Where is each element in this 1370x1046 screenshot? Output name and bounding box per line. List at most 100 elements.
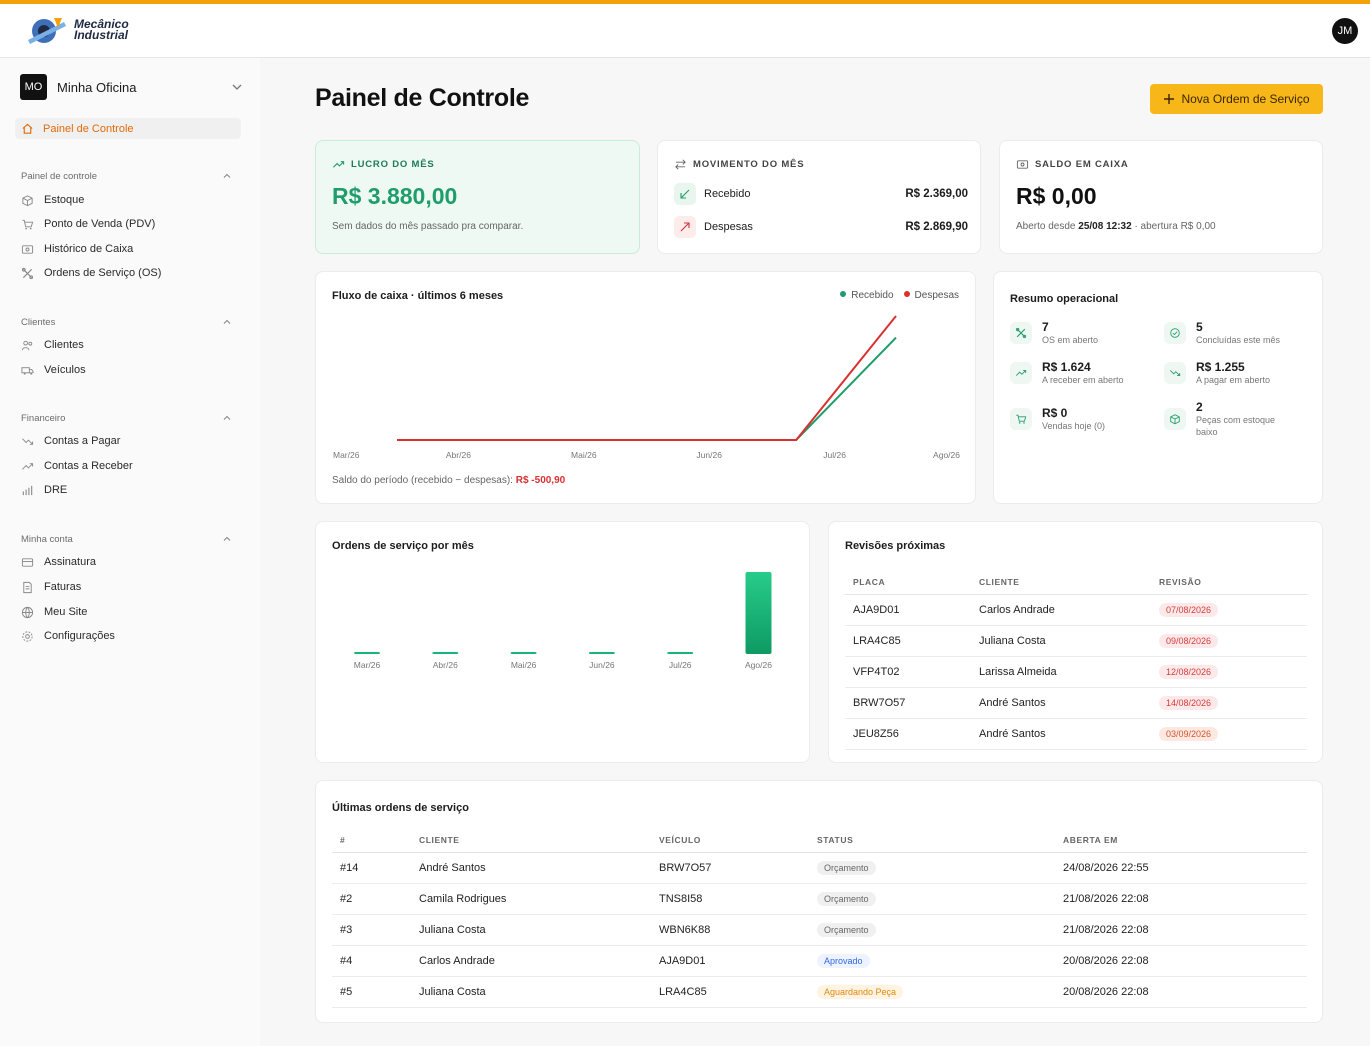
cart-icon	[22, 219, 34, 230]
saldo-note-date: 25/08 12:32	[1078, 221, 1132, 232]
new-os-button[interactable]: Nova Ordem de Serviço	[1150, 84, 1323, 114]
credit-card-icon	[21, 557, 34, 567]
sidebar-item-faturas[interactable]: Faturas	[21, 578, 81, 596]
sidebar-item-veiculos[interactable]: Veículos	[21, 361, 86, 379]
cliente-cell: Juliana Costa	[971, 625, 1151, 657]
revisao-date-badge: 12/08/2026	[1159, 664, 1219, 679]
table-row[interactable]: LRA4C85 Juliana Costa 09/08/2026	[845, 625, 1307, 657]
trend-up-icon	[1010, 362, 1032, 384]
veiculo-cell: LRA4C85	[651, 976, 809, 1008]
sidebar-group-financeiro[interactable]: Financeiro	[21, 413, 233, 424]
sidebar-item-label: Meu Site	[44, 606, 88, 618]
fluxo-line-chart: Mar/26 Abr/26 Mai/26 Jun/26 Jul/26 Ago/26	[333, 315, 960, 460]
fluxo-card: Fluxo de caixa · últimos 6 meses Recebid…	[315, 271, 976, 504]
cliente-cell: André Santos	[411, 852, 651, 884]
col-revisao: REVISÃO	[1151, 570, 1307, 595]
resumo-title: Resumo operacional	[1010, 293, 1119, 305]
trend-up-icon	[22, 462, 34, 470]
sidebar-group-minha-conta[interactable]: Minha conta	[21, 534, 233, 545]
org-switcher[interactable]: MO Minha Oficina	[20, 74, 246, 100]
placa-cell: BRW7O57	[845, 687, 971, 719]
legend-recebido-label: Recebido	[851, 290, 894, 301]
resumo-label: Peças com estoque baixo	[1196, 415, 1276, 437]
user-avatar[interactable]: JM	[1332, 18, 1358, 44]
revisoes-card: Revisões próximas PLACA CLIENTE REVISÃO …	[828, 521, 1323, 763]
gear-icon	[22, 630, 33, 642]
table-row[interactable]: #2 Camila Rodrigues TNS8I58 Orçamento 21/08/…	[332, 883, 1307, 915]
sidebar-item-assinatura[interactable]: Assinatura	[21, 553, 96, 571]
movimento-recebido-row: Recebido R$ 2.369,00	[674, 183, 968, 205]
sidebar-item-label: Estoque	[44, 194, 85, 206]
check-circle-icon	[1164, 322, 1186, 344]
arrow-down-left-icon	[674, 183, 696, 205]
placa-cell: LRA4C85	[845, 625, 971, 657]
sidebar-item-label: Configurações	[44, 630, 115, 642]
cliente-cell: André Santos	[971, 687, 1151, 719]
table-row[interactable]: JEU8Z56 André Santos 03/09/2026	[845, 718, 1307, 750]
status-cell: Aprovado	[809, 945, 1055, 977]
table-row[interactable]: BRW7O57 André Santos 14/08/2026	[845, 687, 1307, 719]
lucro-kicker: LUCRO DO MÊS	[332, 158, 435, 171]
x-tick-label: Abr/26	[446, 450, 471, 460]
revisao-cell: 03/09/2026	[1151, 718, 1307, 750]
col-status: STATUS	[809, 828, 1055, 853]
table-row[interactable]: #3 Juliana Costa WBN6K88 Orçamento 21/08/202…	[332, 914, 1307, 946]
status-badge: Aprovado	[817, 953, 870, 968]
sidebar-item-historico-caixa[interactable]: Histórico de Caixa	[21, 240, 133, 258]
series-line-recebido	[397, 336, 897, 441]
placa-cell: VFP4T02	[845, 656, 971, 688]
saldo-card: SALDO EM CAIXA R$ 0,00 Aberto desde 25/0…	[999, 140, 1323, 254]
veiculo-cell: BRW7O57	[651, 852, 809, 884]
table-row[interactable]: #5 Juliana Costa LRA4C85 Aguardando Peça 20/…	[332, 976, 1307, 1008]
fluxo-legend: Recebido Despesas	[840, 290, 959, 301]
resumo-card: Resumo operacional 7 OS em aberto 5 Conclu…	[993, 271, 1323, 504]
lucro-value: R$ 3.880,00	[332, 183, 458, 209]
sidebar-item-configuracoes[interactable]: Configurações	[21, 627, 115, 645]
ultimas-card: Últimas ordens de serviço # CLIENTE VEÍC…	[315, 780, 1323, 1023]
sidebar-item-pdv[interactable]: Ponto de Venda (PDV)	[21, 215, 155, 233]
table-row[interactable]: AJA9D01 Carlos Andrade 07/08/2026	[845, 594, 1307, 626]
resumo-os-aberto: 7 OS em aberto	[1010, 320, 1098, 346]
sidebar-item-clientes[interactable]: Clientes	[21, 336, 84, 354]
col-cliente: CLIENTE	[411, 828, 651, 853]
x-tick-label: Mar/26	[354, 660, 381, 670]
aberta-cell: 20/08/2026 22:08	[1055, 945, 1307, 977]
sidebar-item-contas-pagar[interactable]: Contas a Pagar	[21, 432, 120, 450]
placa-cell: JEU8Z56	[845, 718, 971, 750]
table-row[interactable]: #14 André Santos BRW7O57 Orçamento 24/08/202…	[332, 852, 1307, 884]
x-tick-label: Ago/26	[933, 450, 960, 460]
cart-icon	[1010, 408, 1032, 430]
resumo-label: Concluídas este mês	[1196, 335, 1281, 345]
x-tick-label: Mai/26	[571, 450, 597, 460]
app-logo[interactable]: Mecânico Industrial	[24, 14, 129, 46]
bar-Abr/26	[432, 652, 459, 654]
sidebar-item-painel-de-controle[interactable]: Painel de Controle	[15, 118, 241, 139]
revisao-date-badge: 07/08/2026	[1159, 602, 1219, 617]
aberta-cell: 24/08/2026 22:55	[1055, 852, 1307, 884]
cliente-cell: Carlos Andrade	[411, 945, 651, 977]
series-line-despesas	[397, 315, 897, 441]
x-tick-label: Mar/26	[333, 450, 360, 460]
sidebar-item-ordens-servico[interactable]: Ordens de Serviço (OS)	[21, 264, 161, 282]
table-row[interactable]: VFP4T02 Larissa Almeida 12/08/2026	[845, 656, 1307, 688]
sidebar-item-contas-receber[interactable]: Contas a Receber	[21, 457, 133, 475]
revisao-cell: 09/08/2026	[1151, 625, 1307, 657]
org-badge: MO	[20, 74, 47, 100]
sidebar-group-clientes[interactable]: Clientes	[21, 317, 233, 328]
ultimas-title: Últimas ordens de serviço	[332, 802, 469, 814]
sidebar-item-label: Histórico de Caixa	[44, 243, 134, 255]
revisao-cell: 07/08/2026	[1151, 594, 1307, 626]
num-cell: #14	[332, 852, 411, 884]
resumo-value: R$ 1.624	[1042, 360, 1091, 374]
movimento-kicker: MOVIMENTO DO MÊS	[674, 158, 804, 171]
sidebar-item-label: Assinatura	[44, 556, 96, 568]
table-row[interactable]: #4 Carlos Andrade AJA9D01 Aprovado 20/08/202…	[332, 945, 1307, 977]
cash-register-icon	[21, 244, 34, 254]
box-icon	[22, 194, 33, 206]
sidebar-group-painel[interactable]: Painel de controle	[21, 171, 233, 182]
num-cell: #3	[332, 914, 411, 946]
sidebar-item-estoque[interactable]: Estoque	[21, 191, 84, 209]
sidebar-item-dre[interactable]: DRE	[21, 481, 67, 499]
revisao-cell: 12/08/2026	[1151, 656, 1307, 688]
sidebar-item-meu-site[interactable]: Meu Site	[21, 603, 87, 621]
